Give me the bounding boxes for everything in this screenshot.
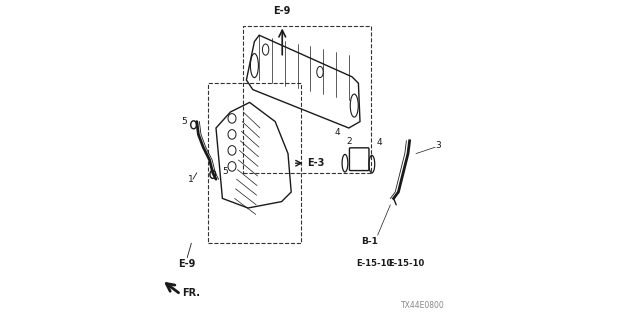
Text: B-1: B-1 xyxy=(361,237,378,246)
Text: E-15-10: E-15-10 xyxy=(388,260,424,268)
Text: 3: 3 xyxy=(436,141,441,150)
Bar xyxy=(243,26,371,173)
Text: E-3: E-3 xyxy=(307,158,324,168)
Bar xyxy=(208,83,301,243)
Text: 2: 2 xyxy=(346,137,351,146)
Text: 5: 5 xyxy=(223,167,228,176)
Text: FR.: FR. xyxy=(182,288,200,298)
Text: 5: 5 xyxy=(181,117,187,126)
Text: E-15-10: E-15-10 xyxy=(356,260,392,268)
Text: TX44E0800: TX44E0800 xyxy=(401,301,444,310)
Text: E-9: E-9 xyxy=(273,6,291,16)
Text: 4: 4 xyxy=(335,128,340,137)
Text: 4: 4 xyxy=(376,138,382,147)
Text: 1: 1 xyxy=(188,175,193,184)
Text: E-9: E-9 xyxy=(179,259,196,269)
